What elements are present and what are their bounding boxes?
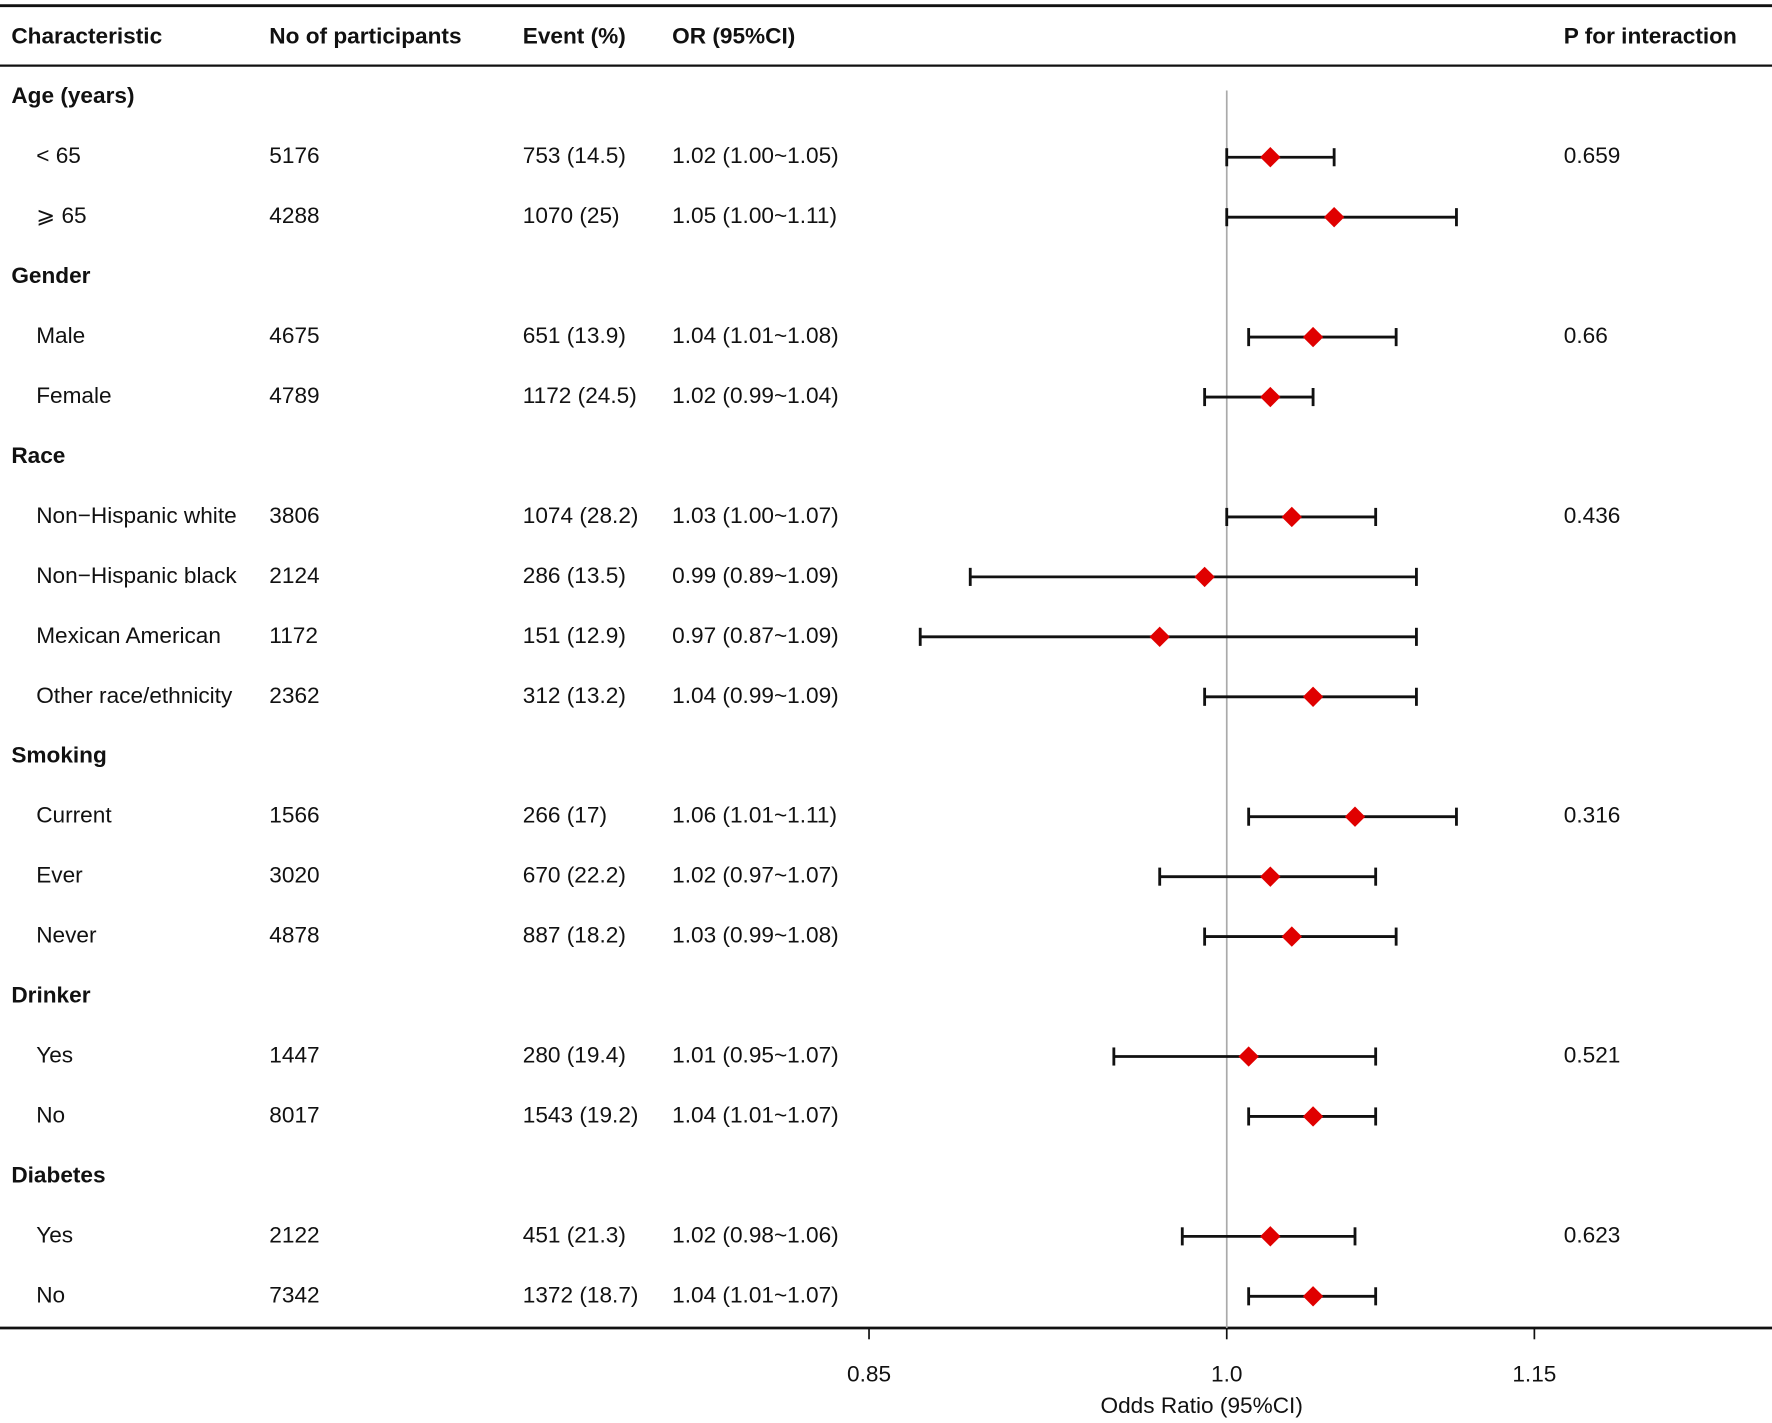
participants: 3020 (269, 863, 319, 888)
or-marker (1260, 147, 1281, 168)
or-text: 1.05 (1.00~1.11) (672, 203, 837, 228)
row-label: Non−Hispanic black (36, 563, 237, 588)
x-tick-label: 1.0 (1211, 1361, 1242, 1386)
or-marker (1238, 1046, 1259, 1067)
participants: 3806 (269, 503, 319, 528)
row-label: Mexican American (36, 623, 221, 648)
row-label: Yes (36, 1222, 73, 1247)
participants: 1172 (269, 623, 318, 648)
group-label: Smoking (11, 743, 107, 768)
event: 151 (12.9) (523, 623, 626, 648)
or-text: 1.02 (0.98~1.06) (672, 1222, 839, 1247)
or-marker (1281, 506, 1302, 528)
group-label: Gender (11, 263, 90, 288)
row-label: Female (36, 383, 111, 408)
column-header: P for interaction (1564, 23, 1737, 48)
participants: 5176 (269, 143, 319, 168)
or-text: 0.97 (0.87~1.09) (672, 623, 839, 648)
p-interaction: 0.521 (1564, 1042, 1621, 1067)
event: 451 (21.3) (523, 1222, 626, 1247)
participants: 2124 (269, 563, 319, 588)
group-label: Drinker (11, 983, 90, 1008)
column-header: Characteristic (11, 23, 162, 48)
or-marker (1260, 866, 1281, 887)
p-interaction: 0.436 (1564, 503, 1621, 528)
row-label: ⩾ 65 (36, 203, 86, 228)
or-text: 1.02 (1.00~1.05) (672, 143, 839, 168)
or-marker (1302, 1286, 1324, 1307)
column-header: Event (%) (523, 23, 626, 48)
participants: 8017 (269, 1102, 319, 1127)
or-text: 1.02 (0.99~1.04) (672, 383, 839, 408)
or-marker (1302, 1106, 1324, 1127)
event: 887 (18.2) (523, 923, 626, 948)
participants: 4789 (269, 383, 319, 408)
row-label: Never (36, 923, 97, 948)
p-interaction: 0.623 (1564, 1222, 1621, 1247)
or-marker (1302, 686, 1324, 707)
p-interaction: 0.316 (1564, 803, 1621, 828)
or-marker (1194, 566, 1215, 588)
event: 1070 (25) (523, 203, 620, 228)
or-marker (1260, 386, 1281, 408)
or-marker (1281, 926, 1302, 947)
participants: 2362 (269, 683, 319, 708)
event: 1372 (18.7) (523, 1282, 639, 1307)
row-label: Male (36, 323, 85, 348)
p-interaction: 0.659 (1564, 143, 1621, 168)
row-label: < 65 (36, 143, 81, 168)
row-label: Other race/ethnicity (36, 683, 233, 708)
or-text: 1.02 (0.97~1.07) (672, 863, 839, 888)
row-label: Non−Hispanic white (36, 503, 236, 528)
event: 651 (13.9) (523, 323, 626, 348)
or-text: 1.04 (0.99~1.09) (672, 683, 839, 708)
row-label: No (36, 1102, 65, 1127)
or-text: 1.01 (0.95~1.07) (672, 1042, 839, 1067)
event: 312 (13.2) (523, 683, 626, 708)
or-text: 1.03 (0.99~1.08) (672, 923, 839, 948)
row-label: Ever (36, 863, 83, 888)
or-text: 1.04 (1.01~1.07) (672, 1282, 839, 1307)
event: 1074 (28.2) (523, 503, 639, 528)
or-text: 1.04 (1.01~1.07) (672, 1102, 839, 1127)
or-text: 1.06 (1.01~1.11) (672, 803, 837, 828)
participants: 1566 (269, 803, 319, 828)
or-marker (1260, 1226, 1281, 1247)
p-interaction: 0.66 (1564, 323, 1608, 348)
x-tick-label: 0.85 (847, 1361, 891, 1386)
event: 1172 (24.5) (523, 383, 637, 408)
group-label: Race (11, 443, 65, 468)
or-marker (1323, 207, 1345, 228)
event: 670 (22.2) (523, 863, 626, 888)
event: 1543 (19.2) (523, 1102, 639, 1127)
participants: 4288 (269, 203, 319, 228)
or-text: 1.04 (1.01~1.08) (672, 323, 839, 348)
or-text: 0.99 (0.89~1.09) (672, 563, 839, 588)
event: 286 (13.5) (523, 563, 626, 588)
column-header: OR (95%CI) (672, 23, 795, 48)
or-marker (1302, 326, 1324, 348)
row-label: No (36, 1282, 65, 1307)
event: 753 (14.5) (523, 143, 626, 168)
event: 280 (19.4) (523, 1042, 626, 1067)
participants: 7342 (269, 1282, 319, 1307)
or-text: 1.03 (1.00~1.07) (672, 503, 839, 528)
group-label: Age (years) (11, 83, 134, 108)
event: 266 (17) (523, 803, 607, 828)
column-header: No of participants (269, 23, 461, 48)
participants: 4675 (269, 323, 319, 348)
participants: 1447 (269, 1042, 319, 1067)
group-label: Diabetes (11, 1162, 105, 1187)
participants: 2122 (269, 1222, 319, 1247)
or-marker (1344, 806, 1366, 827)
x-axis-label: Odds Ratio (95%CI) (1101, 1393, 1303, 1418)
or-marker (1149, 626, 1170, 648)
x-tick-label: 1.15 (1512, 1361, 1556, 1386)
row-label: Current (36, 803, 112, 828)
row-label: Yes (36, 1042, 73, 1067)
participants: 4878 (269, 923, 319, 948)
